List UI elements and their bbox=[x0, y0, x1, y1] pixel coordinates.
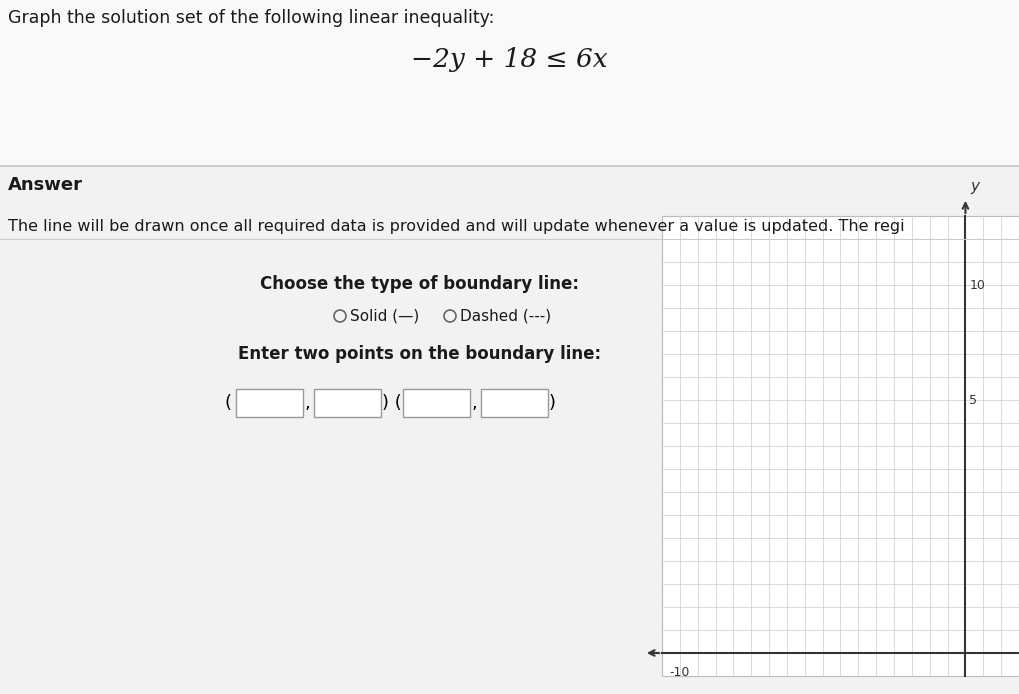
Text: y: y bbox=[970, 179, 979, 194]
Text: 10: 10 bbox=[969, 278, 985, 291]
Text: Dashed (---): Dashed (---) bbox=[460, 309, 551, 323]
Text: Graph the solution set of the following linear inequality:: Graph the solution set of the following … bbox=[8, 9, 494, 27]
FancyBboxPatch shape bbox=[403, 389, 470, 417]
Text: ,: , bbox=[472, 394, 478, 412]
Text: Enter two points on the boundary line:: Enter two points on the boundary line: bbox=[238, 345, 601, 363]
FancyBboxPatch shape bbox=[481, 389, 548, 417]
Text: ): ) bbox=[549, 394, 556, 412]
Text: −2y + 18 ≤ 6x: −2y + 18 ≤ 6x bbox=[411, 46, 607, 71]
Text: Solid (—): Solid (—) bbox=[350, 309, 419, 323]
Text: -10: -10 bbox=[669, 666, 690, 679]
Text: Answer: Answer bbox=[8, 176, 83, 194]
Text: ,: , bbox=[305, 394, 311, 412]
Text: The line will be drawn once all required data is provided and will update whenev: The line will be drawn once all required… bbox=[8, 219, 905, 234]
FancyBboxPatch shape bbox=[662, 216, 1019, 676]
Text: 5: 5 bbox=[969, 393, 977, 407]
Text: (: ( bbox=[225, 394, 232, 412]
Text: Choose the type of boundary line:: Choose the type of boundary line: bbox=[261, 275, 580, 293]
FancyBboxPatch shape bbox=[0, 0, 1019, 165]
FancyBboxPatch shape bbox=[314, 389, 381, 417]
FancyBboxPatch shape bbox=[236, 389, 303, 417]
Text: ) (: ) ( bbox=[382, 394, 401, 412]
